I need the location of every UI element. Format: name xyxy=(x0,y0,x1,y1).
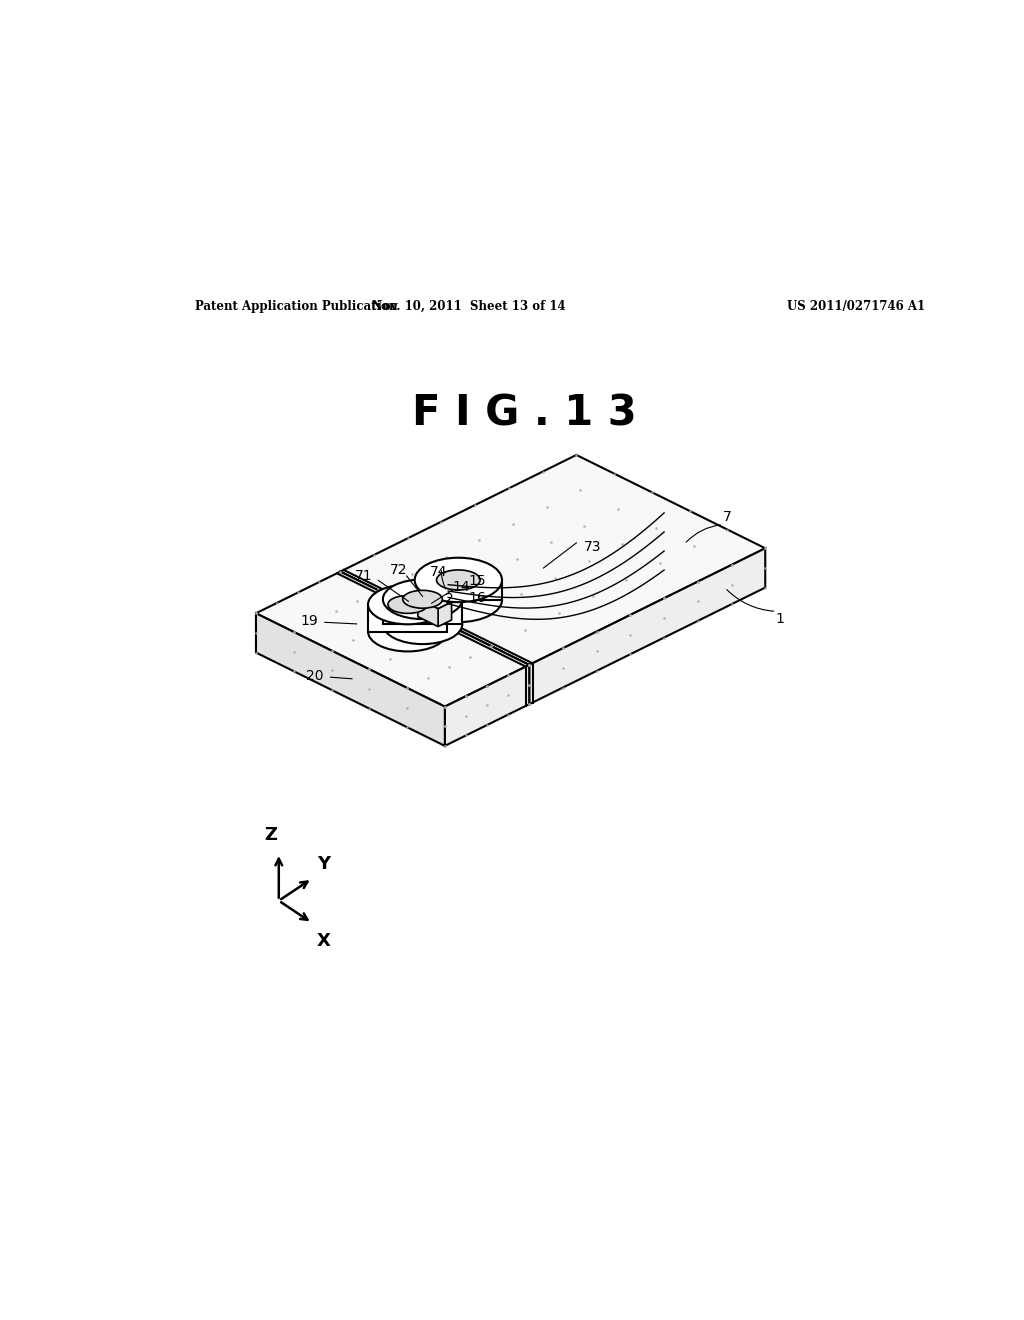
Text: Y: Y xyxy=(317,855,331,873)
Text: 72: 72 xyxy=(390,562,408,577)
Text: 74: 74 xyxy=(430,565,447,578)
Polygon shape xyxy=(438,602,452,627)
Text: X: X xyxy=(317,932,331,950)
Polygon shape xyxy=(415,579,502,599)
Polygon shape xyxy=(529,548,765,704)
Text: F I G . 1 3: F I G . 1 3 xyxy=(413,393,637,434)
Text: 19: 19 xyxy=(300,614,317,628)
Text: Z: Z xyxy=(264,825,278,843)
Ellipse shape xyxy=(388,595,428,614)
Text: 73: 73 xyxy=(584,540,601,554)
Text: 7: 7 xyxy=(723,510,731,524)
Ellipse shape xyxy=(368,611,447,652)
Ellipse shape xyxy=(415,558,502,602)
Text: Nov. 10, 2011  Sheet 13 of 14: Nov. 10, 2011 Sheet 13 of 14 xyxy=(373,300,566,313)
Polygon shape xyxy=(256,614,444,746)
Text: 16: 16 xyxy=(468,591,485,606)
Text: Patent Application Publication: Patent Application Publication xyxy=(196,300,398,313)
Polygon shape xyxy=(340,572,529,704)
Ellipse shape xyxy=(383,579,462,619)
Ellipse shape xyxy=(402,590,442,609)
Text: 1: 1 xyxy=(776,612,784,626)
Polygon shape xyxy=(418,593,452,609)
Polygon shape xyxy=(418,599,438,627)
Polygon shape xyxy=(383,599,462,624)
Text: 14: 14 xyxy=(453,581,470,594)
Polygon shape xyxy=(444,665,529,746)
Polygon shape xyxy=(368,605,447,631)
Ellipse shape xyxy=(368,585,447,624)
Ellipse shape xyxy=(436,570,480,590)
Text: 15: 15 xyxy=(468,574,485,587)
Text: 2: 2 xyxy=(445,593,454,606)
Polygon shape xyxy=(256,572,529,706)
Polygon shape xyxy=(340,455,765,665)
Ellipse shape xyxy=(415,578,502,622)
Text: 20: 20 xyxy=(306,669,324,682)
Text: US 2011/0271746 A1: US 2011/0271746 A1 xyxy=(786,300,925,313)
Ellipse shape xyxy=(383,605,462,644)
Text: 71: 71 xyxy=(355,569,373,583)
